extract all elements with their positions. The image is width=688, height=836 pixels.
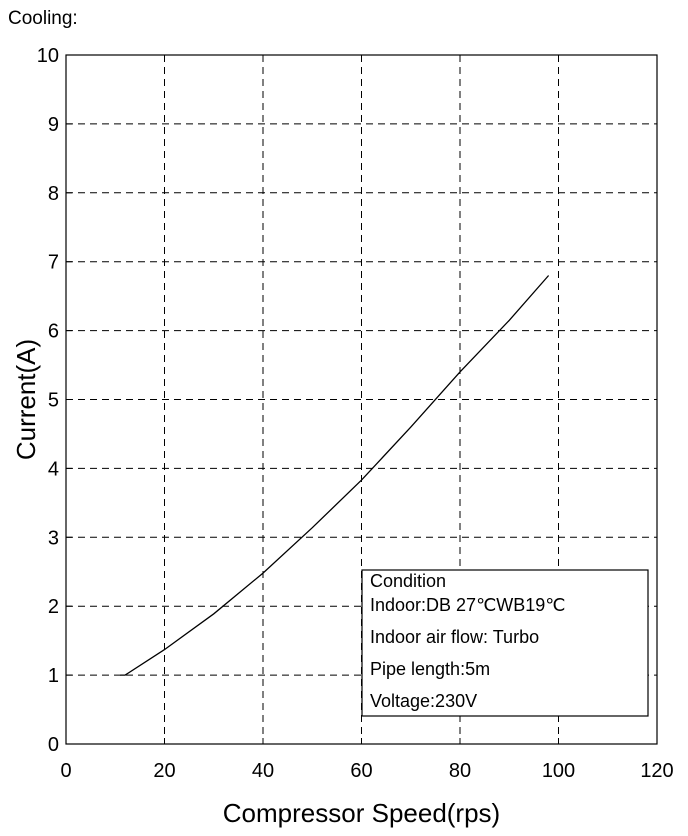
y-tick-label: 9 — [48, 114, 59, 136]
condition-line-3: Indoor air flow: Turbo — [370, 627, 539, 647]
x-tick-label: 120 — [640, 760, 673, 782]
y-tick-label: 2 — [48, 596, 59, 618]
x-tick-label: 20 — [153, 760, 175, 782]
y-tick-label: 8 — [48, 183, 59, 205]
y-tick-label: 7 — [48, 252, 59, 274]
condition-line-4: Pipe length:5m — [370, 659, 490, 679]
x-tick-label: 80 — [449, 760, 471, 782]
x-axis-label: Compressor Speed(rps) — [223, 798, 500, 828]
x-tick-label: 100 — [542, 760, 575, 782]
y-tick-label: 4 — [48, 458, 59, 480]
y-tick-label: 5 — [48, 390, 59, 412]
y-tick-label: 1 — [48, 665, 59, 687]
y-tick-label: 0 — [48, 734, 59, 756]
x-tick-label: 40 — [252, 760, 274, 782]
y-axis-label: Current(A) — [11, 339, 41, 460]
y-tick-label: 10 — [37, 45, 59, 67]
condition-line-1: Condition — [370, 571, 446, 591]
condition-box: Condition Indoor:DB 27℃WB19℃ Indoor air … — [362, 570, 648, 716]
x-tick-label: 60 — [350, 760, 372, 782]
x-tick-label: 0 — [60, 760, 71, 782]
condition-line-2: Indoor:DB 27℃WB19℃ — [370, 595, 566, 615]
y-tick-label: 6 — [48, 321, 59, 343]
condition-line-5: Voltage:230V — [370, 691, 477, 711]
y-tick-label: 3 — [48, 527, 59, 549]
